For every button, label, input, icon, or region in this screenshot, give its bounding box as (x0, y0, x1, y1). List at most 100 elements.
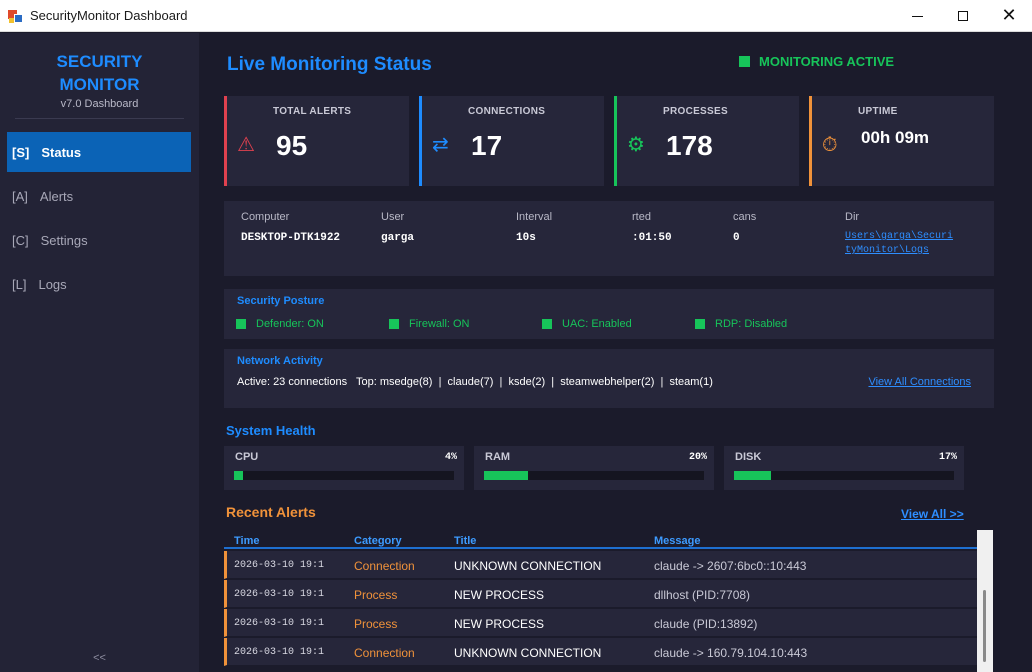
card-value: 95 (276, 130, 308, 161)
nav-label: Settings (40, 232, 88, 248)
table-row[interactable]: 2026-03-10 19:1 Connection UNKNOWN CONNE… (224, 638, 977, 666)
app-icon (8, 8, 24, 24)
cell-message: claude -> 160.79.104.10:443 (654, 646, 808, 660)
sidebar-item-status[interactable]: [S] Status (7, 132, 191, 172)
status-indicator-icon (739, 56, 750, 67)
card-label: TOTAL ALERTS (273, 106, 352, 117)
view-all-alerts-link[interactable]: View All >> (901, 507, 964, 521)
posture-rdp: RDP: Disabled (695, 318, 787, 330)
table-row[interactable]: 2026-03-10 19:1 Process NEW PROCESS dllh… (224, 580, 977, 608)
minimize-button[interactable] (894, 0, 940, 32)
scans-label: cans (733, 211, 757, 223)
nav-label: Logs (38, 276, 67, 292)
interval-label: Interval (516, 211, 553, 223)
started-value: :01:50 (632, 232, 672, 244)
dir-label: Dir (845, 211, 860, 223)
window-title: SecurityMonitor Dashboard (30, 8, 188, 23)
brand-version: v7.0 Dashboard (60, 98, 139, 110)
progress-bar (234, 471, 454, 480)
health-percent: 17% (938, 452, 957, 463)
gear-icon: ⚙ (627, 132, 645, 156)
cell-time: 2026-03-10 19:1 (234, 560, 325, 571)
stopwatch-icon: ⏱ (822, 132, 838, 156)
column-header-time[interactable]: Time (234, 535, 260, 547)
stat-card-alerts: TOTAL ALERTS ⚠ 95 (224, 96, 409, 186)
monitoring-status-label: MONITORING ACTIVE (759, 54, 895, 69)
status-square-icon (695, 319, 705, 329)
column-header-category[interactable]: Category (354, 535, 402, 547)
cell-message: dllhost (PID:7708) (654, 588, 751, 602)
started-label: rted (632, 211, 651, 223)
posture-label: Defender: ON (256, 318, 324, 330)
cell-title: UNKNOWN CONNECTION (454, 559, 602, 573)
sidebar: SECURITY MONITOR v7.0 Dashboard [S] Stat… (0, 33, 199, 672)
nav-label: Status (41, 144, 82, 160)
page-title: Live Monitoring Status (227, 54, 432, 75)
nav-label: Alerts (39, 188, 74, 204)
cell-title: UNKNOWN CONNECTION (454, 646, 602, 660)
progress-fill (484, 471, 528, 480)
interval-value: 10s (516, 232, 536, 244)
log-dir-link[interactable]: Users\garga\SecurityMonitor\Logs (845, 231, 954, 256)
card-label: CONNECTIONS (468, 106, 546, 117)
health-percent: 4% (444, 452, 457, 463)
column-header-title[interactable]: Title (454, 535, 477, 547)
computer-value: DESKTOP-DTK1922 (241, 232, 341, 244)
title-bar: SecurityMonitor Dashboard ✕ (0, 0, 1032, 32)
cell-category: Connection (354, 559, 415, 573)
main-content: Live Monitoring Status MONITORING ACTIVE… (199, 33, 1032, 672)
collapse-sidebar-button[interactable]: << (93, 652, 106, 664)
posture-firewall: Firewall: ON (389, 318, 470, 330)
health-disk: DISK 17% (724, 446, 964, 490)
table-header: Time Category Title Message (224, 530, 977, 549)
sidebar-item-logs[interactable]: [L] Logs (7, 264, 191, 304)
status-square-icon (389, 319, 399, 329)
posture-title: Security Posture (237, 295, 325, 307)
network-activity-panel: Network Activity Active: 23 connections … (224, 349, 994, 408)
health-label: CPU (235, 451, 259, 463)
view-all-connections-link[interactable]: View All Connections (868, 376, 971, 388)
column-header-message[interactable]: Message (654, 535, 701, 547)
cell-category: Connection (354, 646, 415, 660)
progress-bar (734, 471, 954, 480)
brand-title-line2: MONITOR (59, 75, 140, 94)
computer-label: Computer (241, 211, 290, 223)
alerts-table: Time Category Title Message 2026-03-10 1… (224, 530, 993, 672)
close-icon: ✕ (1001, 5, 1017, 26)
card-label: UPTIME (858, 106, 898, 117)
divider (15, 118, 184, 119)
posture-label: Firewall: ON (409, 318, 470, 330)
user-value: garga (381, 232, 415, 244)
nav-key: [S] (12, 144, 30, 160)
scans-value: 0 (733, 232, 740, 244)
stat-card-connections: CONNECTIONS ⇄ 17 (419, 96, 604, 186)
warning-icon: ⚠ (237, 132, 255, 156)
card-value: 00h 09m (861, 128, 930, 147)
recent-alerts-title: Recent Alerts (226, 504, 316, 520)
progress-bar (484, 471, 704, 480)
cell-category: Process (354, 588, 398, 602)
table-row[interactable]: 2026-03-10 19:1 Connection UNKNOWN CONNE… (224, 551, 977, 579)
security-posture-panel: Security Posture Defender: ON Firewall: … (224, 289, 994, 339)
table-row[interactable]: 2026-03-10 19:1 Process NEW PROCESS clau… (224, 609, 977, 637)
vertical-scrollbar[interactable] (977, 530, 993, 672)
health-label: RAM (485, 451, 511, 463)
brand: SECURITY MONITOR v7.0 Dashboard (0, 33, 199, 110)
maximize-button[interactable] (940, 0, 986, 32)
card-value: 178 (666, 130, 713, 161)
health-label: DISK (735, 451, 762, 463)
sidebar-item-settings[interactable]: [C] Settings (7, 220, 191, 260)
close-button[interactable]: ✕ (986, 0, 1032, 32)
status-square-icon (236, 319, 246, 329)
sidebar-item-alerts[interactable]: [A] Alerts (7, 176, 191, 216)
stat-card-processes: PROCESSES ⚙ 178 (614, 96, 799, 186)
minimize-icon (911, 15, 923, 17)
monitoring-status: MONITORING ACTIVE (739, 54, 894, 69)
cell-message: claude (PID:13892) (654, 617, 758, 631)
scrollbar-thumb[interactable] (983, 590, 986, 662)
nav-key: [L] (12, 276, 27, 292)
progress-fill (234, 471, 243, 480)
system-info-panel: Computer DESKTOP-DTK1922 User garga Inte… (224, 201, 994, 276)
nav-key: [A] (12, 188, 28, 204)
cell-time: 2026-03-10 19:1 (234, 618, 325, 629)
